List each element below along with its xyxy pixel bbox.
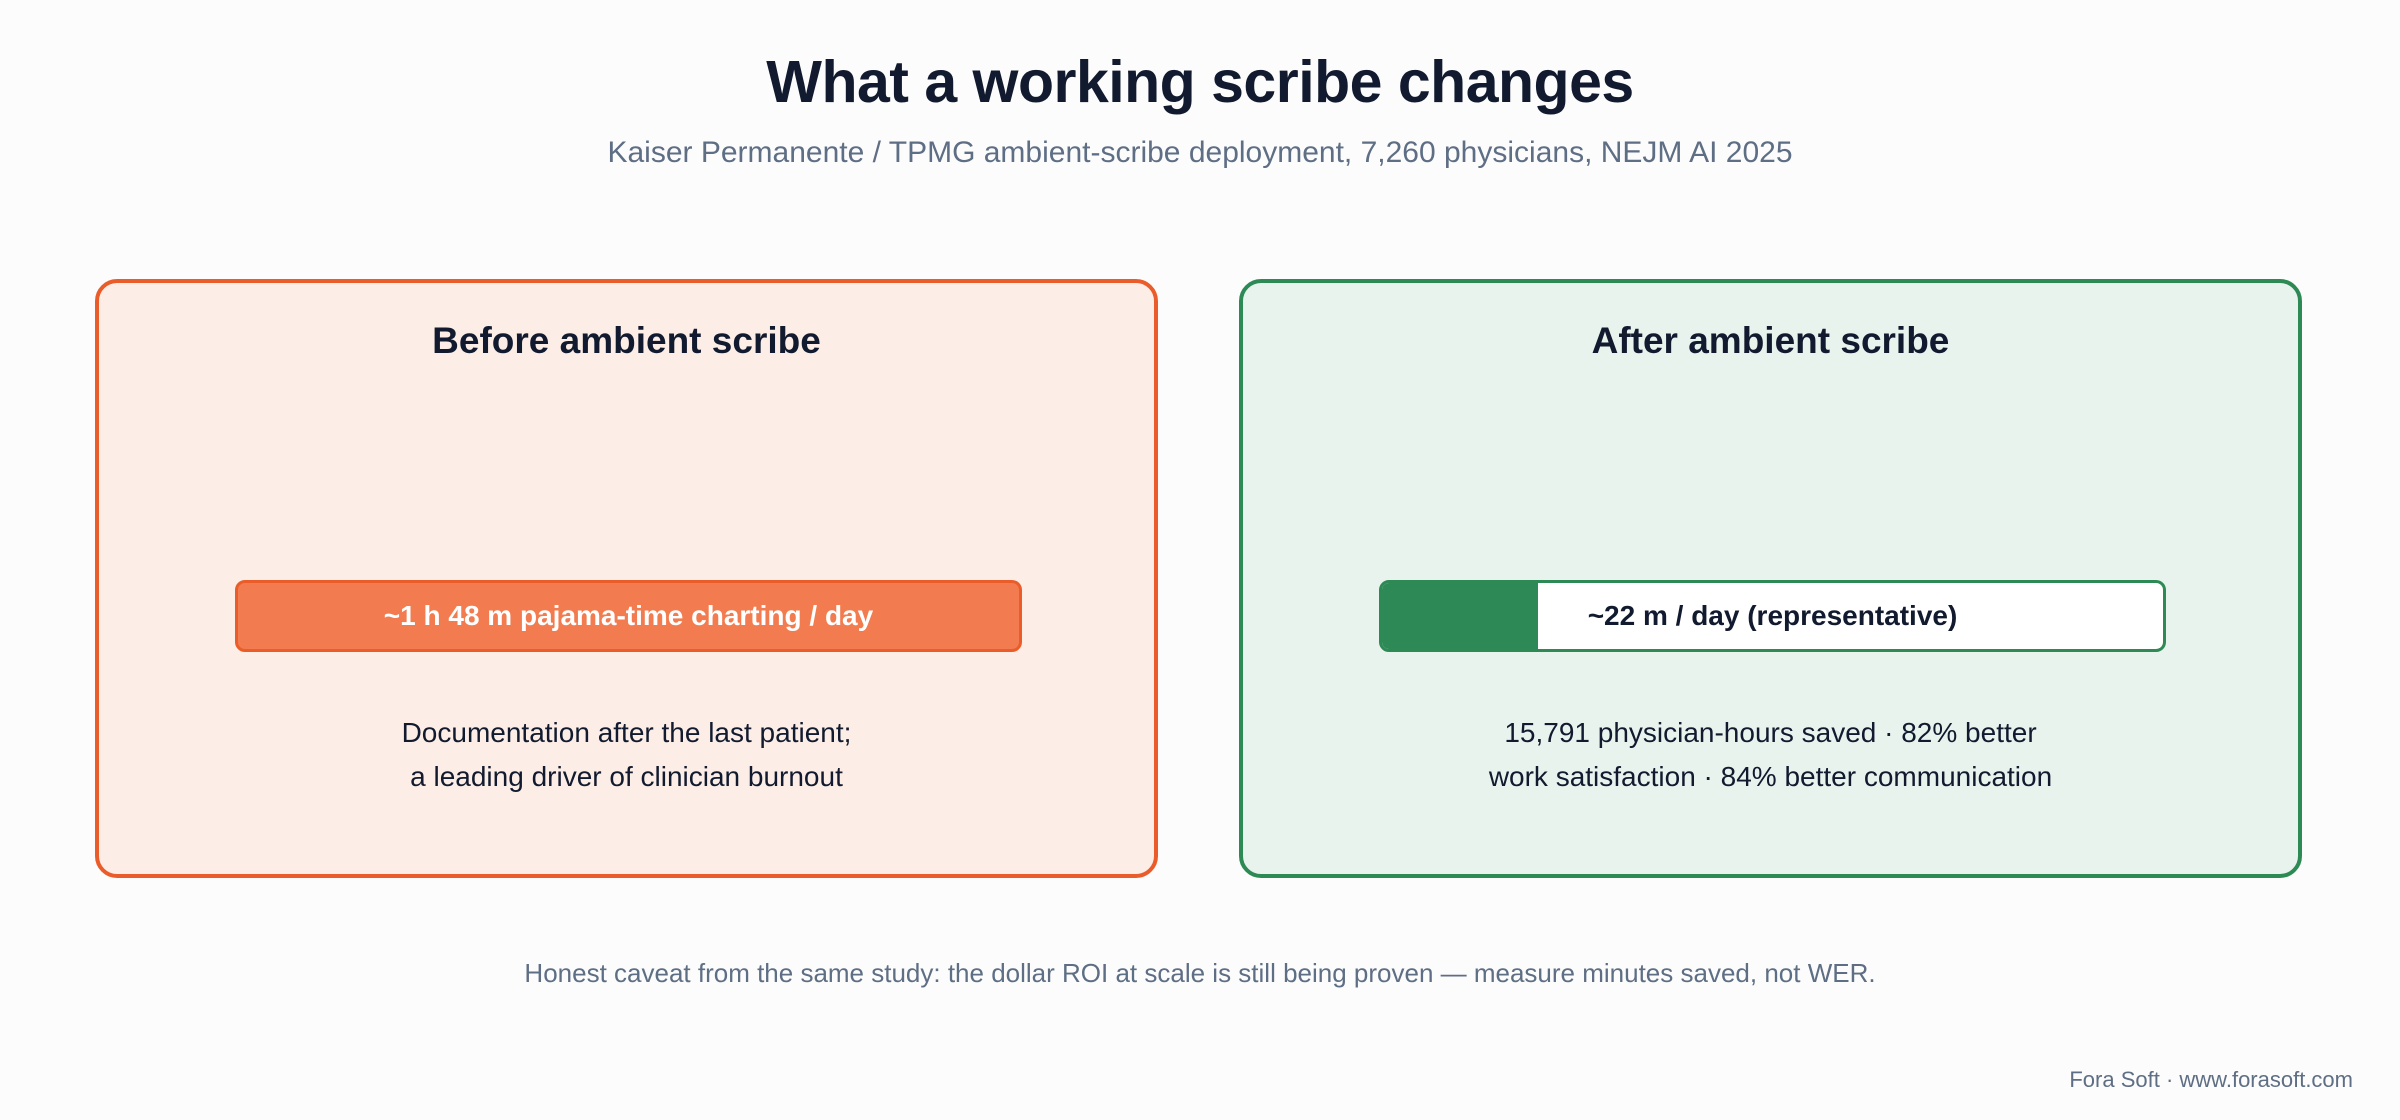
after-desc-line-2: work satisfaction · 84% better communica…: [1488, 761, 2053, 792]
page-title: What a working scribe changes: [766, 49, 1634, 115]
page-subtitle: Kaiser Permanente / TPMG ambient-scribe …: [607, 136, 1793, 169]
after-panel-title: After ambient scribe: [1591, 320, 1950, 361]
after-bar-fill: [1382, 583, 1539, 649]
after-time-bar: ~22 m / day (representative): [1379, 580, 2166, 652]
before-panel: Before ambient scribe ~1 h 48 m pajama-t…: [95, 279, 1158, 878]
after-desc-line-1: 15,791 physician-hours saved · 82% bette…: [1504, 717, 2037, 748]
before-bar-label: ~1 h 48 m pajama-time charting / day: [383, 600, 874, 631]
footer-credit: Fora Soft · www.forasoft.com: [2069, 1067, 2353, 1092]
before-description: Documentation after the last patient; a …: [99, 711, 1154, 799]
before-panel-title: Before ambient scribe: [432, 320, 821, 361]
before-desc-line-2: a leading driver of clinician burnout: [410, 761, 843, 792]
caveat-note: Honest caveat from the same study: the d…: [524, 958, 1876, 988]
after-description: 15,791 physician-hours saved · 82% bette…: [1243, 711, 2298, 799]
before-desc-line-1: Documentation after the last patient;: [401, 717, 852, 748]
after-bar-label: ~22 m / day (representative): [1587, 600, 1958, 631]
after-panel: After ambient scribe ~22 m / day (repres…: [1239, 279, 2302, 878]
before-time-bar: ~1 h 48 m pajama-time charting / day: [235, 580, 1022, 652]
